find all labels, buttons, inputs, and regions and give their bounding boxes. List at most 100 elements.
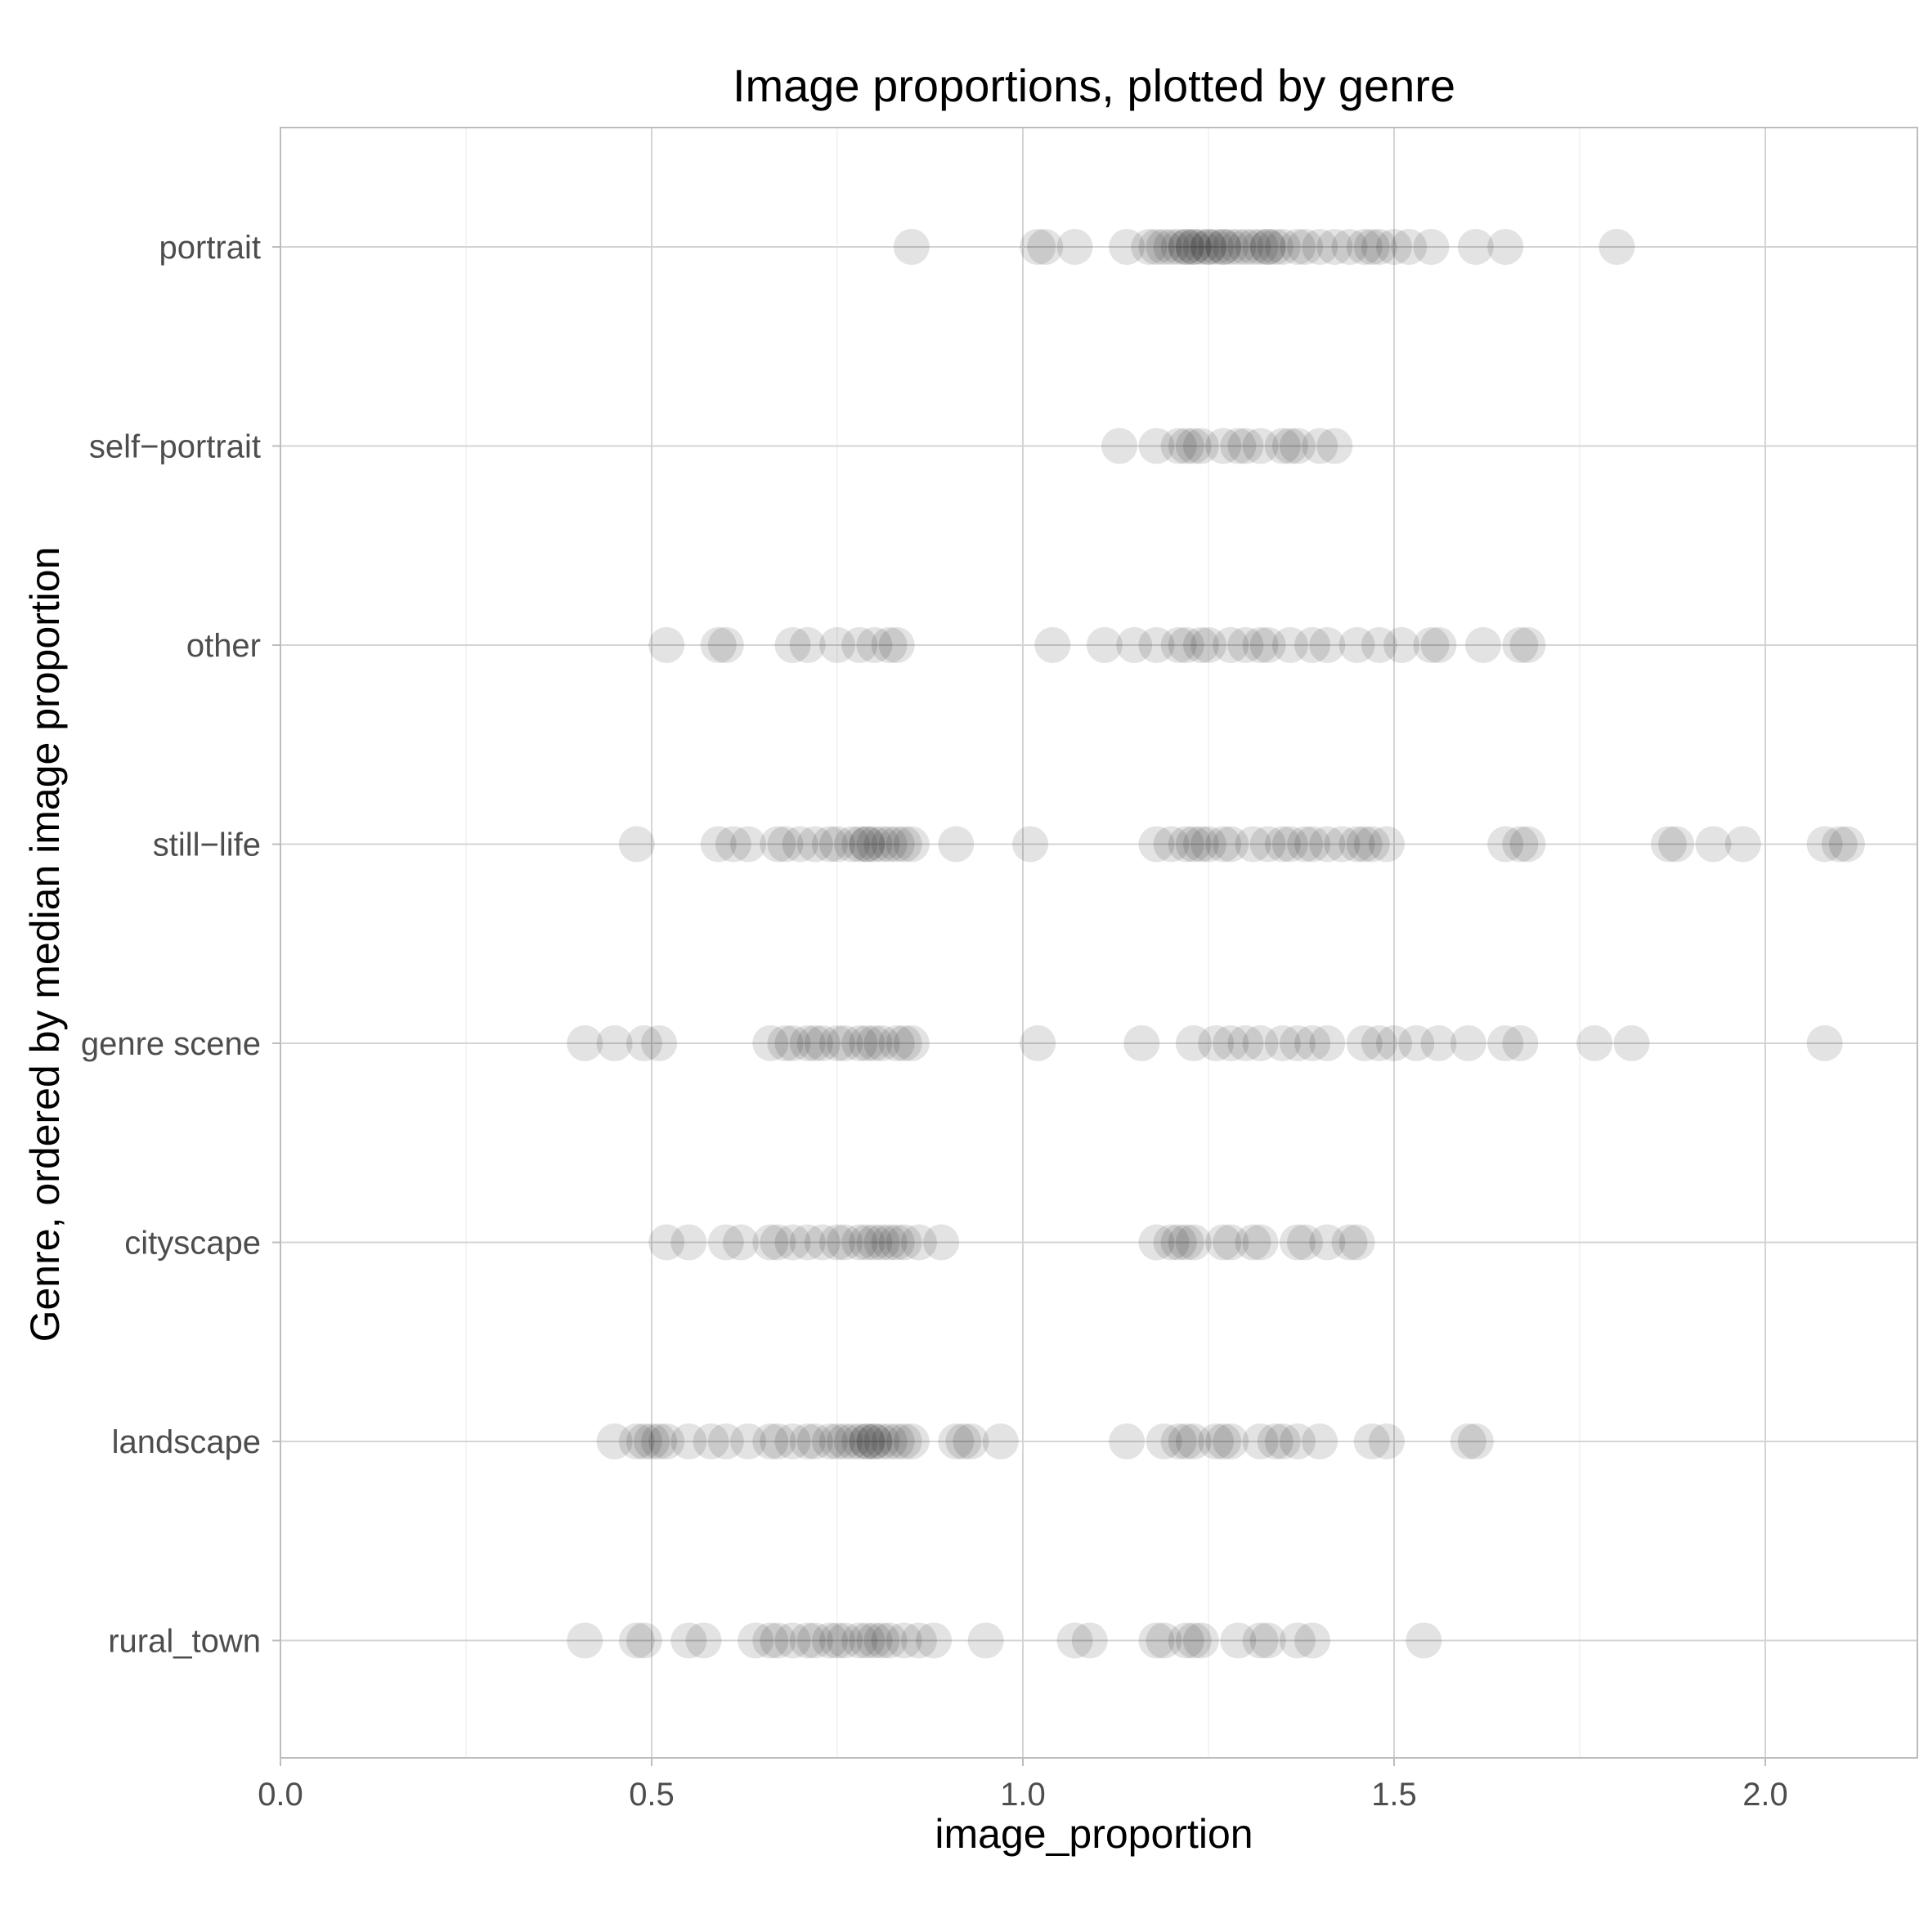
data-point bbox=[819, 627, 855, 663]
data-point bbox=[804, 1025, 841, 1061]
data-point bbox=[871, 627, 908, 663]
data-point bbox=[1264, 229, 1301, 265]
data-point bbox=[752, 1025, 789, 1061]
data-point bbox=[1406, 1622, 1442, 1659]
data-point bbox=[1487, 826, 1524, 863]
data-point bbox=[856, 1423, 893, 1459]
data-point bbox=[1227, 428, 1264, 464]
data-point bbox=[893, 1423, 930, 1459]
data-point bbox=[900, 1224, 937, 1261]
data-point bbox=[856, 1224, 893, 1261]
data-point bbox=[1123, 1025, 1160, 1061]
data-point bbox=[1598, 229, 1635, 265]
data-point bbox=[1168, 826, 1204, 863]
data-point bbox=[1242, 1025, 1279, 1061]
y-tick-label: genre scene bbox=[81, 1026, 261, 1062]
data-point bbox=[1338, 826, 1375, 863]
data-point bbox=[1509, 826, 1546, 863]
data-point bbox=[1302, 428, 1338, 464]
data-point bbox=[1279, 1622, 1316, 1659]
data-point bbox=[700, 826, 737, 863]
data-point bbox=[1146, 1423, 1182, 1459]
data-point bbox=[1413, 229, 1450, 265]
data-point bbox=[670, 1423, 707, 1459]
data-point bbox=[1257, 229, 1294, 265]
data-point bbox=[1420, 1025, 1457, 1061]
data-point bbox=[789, 1224, 826, 1261]
data-point bbox=[1264, 428, 1301, 464]
data-point bbox=[1168, 229, 1204, 265]
data-point bbox=[1168, 229, 1204, 265]
data-point bbox=[707, 1224, 744, 1261]
data-point bbox=[760, 1224, 796, 1261]
data-point bbox=[1828, 826, 1865, 863]
data-point bbox=[1205, 428, 1242, 464]
data-point bbox=[1361, 627, 1397, 663]
data-point bbox=[1153, 1224, 1190, 1261]
data-point bbox=[1071, 1622, 1108, 1659]
data-point bbox=[967, 1622, 1004, 1659]
data-point bbox=[789, 1423, 826, 1459]
data-point bbox=[1109, 229, 1146, 265]
data-point bbox=[1279, 1224, 1316, 1261]
data-point bbox=[760, 1423, 796, 1459]
data-point bbox=[1821, 826, 1858, 863]
data-point bbox=[1175, 428, 1212, 464]
data-point bbox=[641, 1423, 678, 1459]
data-point bbox=[1235, 826, 1271, 863]
data-point bbox=[1457, 1423, 1494, 1459]
data-point bbox=[1331, 1224, 1368, 1261]
data-point bbox=[1153, 826, 1190, 863]
data-point bbox=[886, 1622, 922, 1659]
data-point bbox=[849, 826, 886, 863]
data-point bbox=[1242, 428, 1279, 464]
data-point bbox=[1020, 1025, 1056, 1061]
data-point bbox=[938, 1423, 975, 1459]
data-point bbox=[1650, 826, 1687, 863]
data-point bbox=[819, 826, 855, 863]
data-point bbox=[1235, 229, 1271, 265]
data-point bbox=[1420, 627, 1457, 663]
data-point bbox=[1168, 428, 1204, 464]
data-point bbox=[893, 826, 930, 863]
data-point bbox=[1487, 229, 1524, 265]
data-point bbox=[618, 1622, 655, 1659]
data-point bbox=[945, 1423, 982, 1459]
data-point bbox=[1724, 826, 1761, 863]
x-tick-label: 0.0 bbox=[258, 1777, 303, 1813]
data-point bbox=[871, 1622, 908, 1659]
data-point bbox=[670, 1224, 707, 1261]
data-point bbox=[834, 826, 871, 863]
data-point bbox=[1287, 229, 1324, 265]
data-point bbox=[1182, 826, 1219, 863]
y-tick-label: self−portrait bbox=[89, 429, 261, 465]
data-point bbox=[1020, 229, 1056, 265]
data-point bbox=[596, 1423, 633, 1459]
data-point bbox=[804, 1224, 841, 1261]
data-point bbox=[796, 1423, 833, 1459]
data-point bbox=[1109, 1423, 1146, 1459]
data-point bbox=[567, 1025, 603, 1061]
data-point bbox=[1249, 826, 1286, 863]
y-tick-label: portrait bbox=[159, 230, 262, 266]
data-point bbox=[1198, 229, 1235, 265]
data-point bbox=[1160, 428, 1197, 464]
data-point bbox=[886, 1224, 922, 1261]
data-point bbox=[789, 1622, 826, 1659]
chart-title: Image proportions, plotted by genre bbox=[733, 60, 1455, 111]
data-point bbox=[1316, 428, 1353, 464]
data-point bbox=[841, 627, 878, 663]
data-point bbox=[1309, 1224, 1346, 1261]
data-point bbox=[856, 1622, 893, 1659]
data-point bbox=[670, 1622, 707, 1659]
data-point bbox=[1205, 1224, 1242, 1261]
data-point bbox=[893, 1025, 930, 1061]
data-point bbox=[1383, 627, 1420, 663]
data-point bbox=[849, 1025, 886, 1061]
data-point bbox=[1213, 1224, 1249, 1261]
data-point bbox=[856, 627, 893, 663]
data-point bbox=[774, 1224, 811, 1261]
data-point bbox=[1138, 826, 1175, 863]
data-point bbox=[760, 1622, 796, 1659]
